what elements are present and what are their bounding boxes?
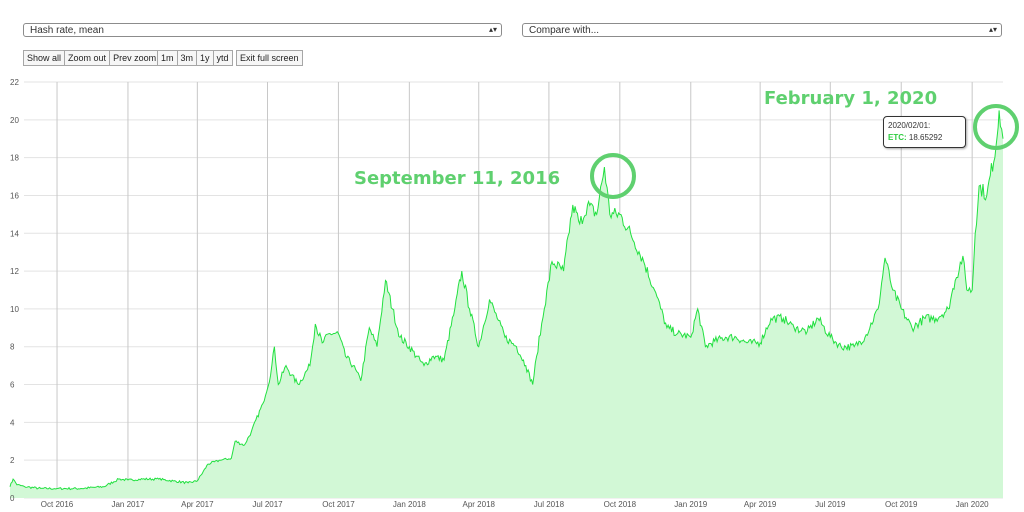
- tooltip-value: 18.65292: [908, 133, 943, 142]
- y-tick-label: 6: [10, 381, 15, 390]
- x-tick-label: Jul 2019: [815, 500, 846, 509]
- peak1-annotation: September 11, 2016: [354, 168, 560, 189]
- peak2-annotation: February 1, 2020: [764, 88, 937, 109]
- x-tick-label: Jan 2017: [111, 500, 144, 509]
- y-tick-label: 18: [10, 154, 19, 163]
- x-tick-label: Oct 2017: [322, 500, 355, 509]
- hash-rate-area: [10, 110, 1003, 499]
- range-button-group: 1m 3m 1y ytd: [157, 50, 233, 66]
- compare-select-value: Compare with...: [529, 25, 600, 36]
- y-axis-ticks: 0 2 4 6 8 10 12 14 16 18 20 22: [10, 78, 19, 503]
- show-all-button[interactable]: Show all: [23, 50, 66, 66]
- x-tick-label: Jul 2018: [534, 500, 565, 509]
- y-tick-label: 12: [10, 267, 19, 276]
- x-tick-label: Oct 2018: [604, 500, 637, 509]
- tooltip-date: 2020/02/01:: [888, 121, 931, 130]
- x-tick-label: Jan 2019: [674, 500, 707, 509]
- x-axis-ticks: Oct 2016 Jan 2017 Apr 2017 Jul 2017 Oct 2017…: [41, 500, 989, 509]
- tooltip-series-name: ETC:: [888, 133, 907, 142]
- zoom-button-group: Show all Zoom out Prev zoom: [23, 50, 161, 66]
- y-tick-label: 10: [10, 305, 19, 314]
- select-arrows-icon: ▴▾: [988, 25, 997, 34]
- y-tick-label: 16: [10, 191, 19, 200]
- y-tick-label: 8: [10, 343, 15, 352]
- x-tick-label: Apr 2018: [463, 500, 496, 509]
- metric-select[interactable]: Hash rate, mean ▴▾: [23, 23, 502, 37]
- compare-select[interactable]: Compare with... ▴▾: [522, 23, 1002, 37]
- x-tick-label: Jan 2020: [956, 500, 989, 509]
- y-tick-label: 20: [10, 116, 19, 125]
- y-tick-label: 0: [10, 494, 15, 503]
- x-tick-label: Apr 2017: [181, 500, 214, 509]
- x-tick-label: Oct 2019: [885, 500, 918, 509]
- metric-select-value: Hash rate, mean: [30, 25, 104, 36]
- chart-tooltip: 2020/02/01: ETC: 18.65292: [883, 116, 966, 148]
- y-tick-label: 4: [10, 418, 15, 427]
- range-ytd-button[interactable]: ytd: [212, 50, 233, 66]
- x-tick-label: Jul 2017: [252, 500, 283, 509]
- x-tick-label: Oct 2016: [41, 500, 74, 509]
- y-tick-label: 22: [10, 78, 19, 87]
- x-tick-label: Apr 2019: [744, 500, 777, 509]
- y-tick-label: 2: [10, 456, 15, 465]
- select-arrows-icon: ▴▾: [488, 25, 497, 34]
- zoom-out-button[interactable]: Zoom out: [64, 50, 111, 66]
- fullscreen-button-group: Exit full screen: [236, 50, 303, 66]
- tooltip-series-row: ETC: 18.65292: [888, 132, 961, 144]
- exit-full-screen-button[interactable]: Exit full screen: [236, 50, 303, 66]
- peak2-highlight-circle: [973, 104, 1019, 150]
- hash-rate-line: [9, 110, 1004, 491]
- y-tick-label: 14: [10, 229, 19, 238]
- peak1-highlight-circle: [590, 153, 636, 199]
- x-tick-label: Jan 2018: [393, 500, 426, 509]
